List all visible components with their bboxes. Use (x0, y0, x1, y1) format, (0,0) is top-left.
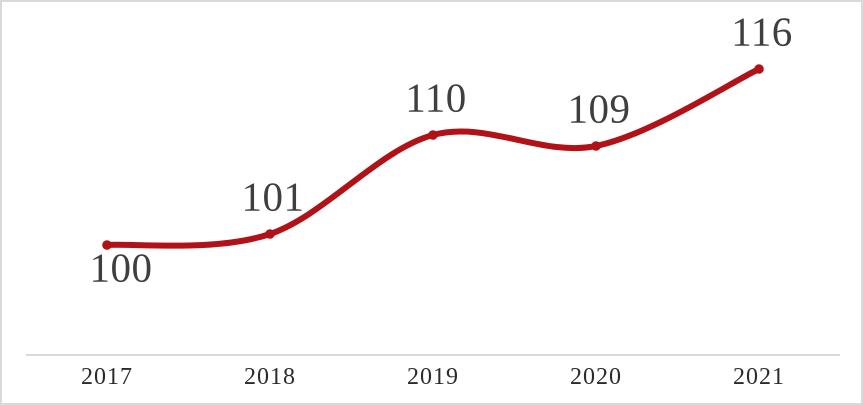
data-label: 109 (567, 85, 631, 132)
data-label: 101 (241, 173, 305, 220)
data-label: 116 (731, 8, 793, 55)
data-point-marker (102, 240, 112, 250)
x-axis-tick-label: 2021 (733, 364, 785, 390)
data-point-marker (591, 141, 601, 151)
x-axis-line (26, 354, 840, 356)
data-point-marker (428, 130, 438, 140)
data-point-marker (754, 64, 764, 74)
x-axis-tick-label: 2018 (244, 364, 296, 390)
data-label: 100 (89, 244, 153, 291)
x-axis-tick-label: 2020 (570, 364, 622, 390)
x-axis-tick-label: 2017 (81, 364, 133, 390)
x-axis-tick-label: 2019 (407, 364, 459, 390)
data-label: 110 (405, 74, 467, 121)
data-point-marker (265, 229, 275, 239)
